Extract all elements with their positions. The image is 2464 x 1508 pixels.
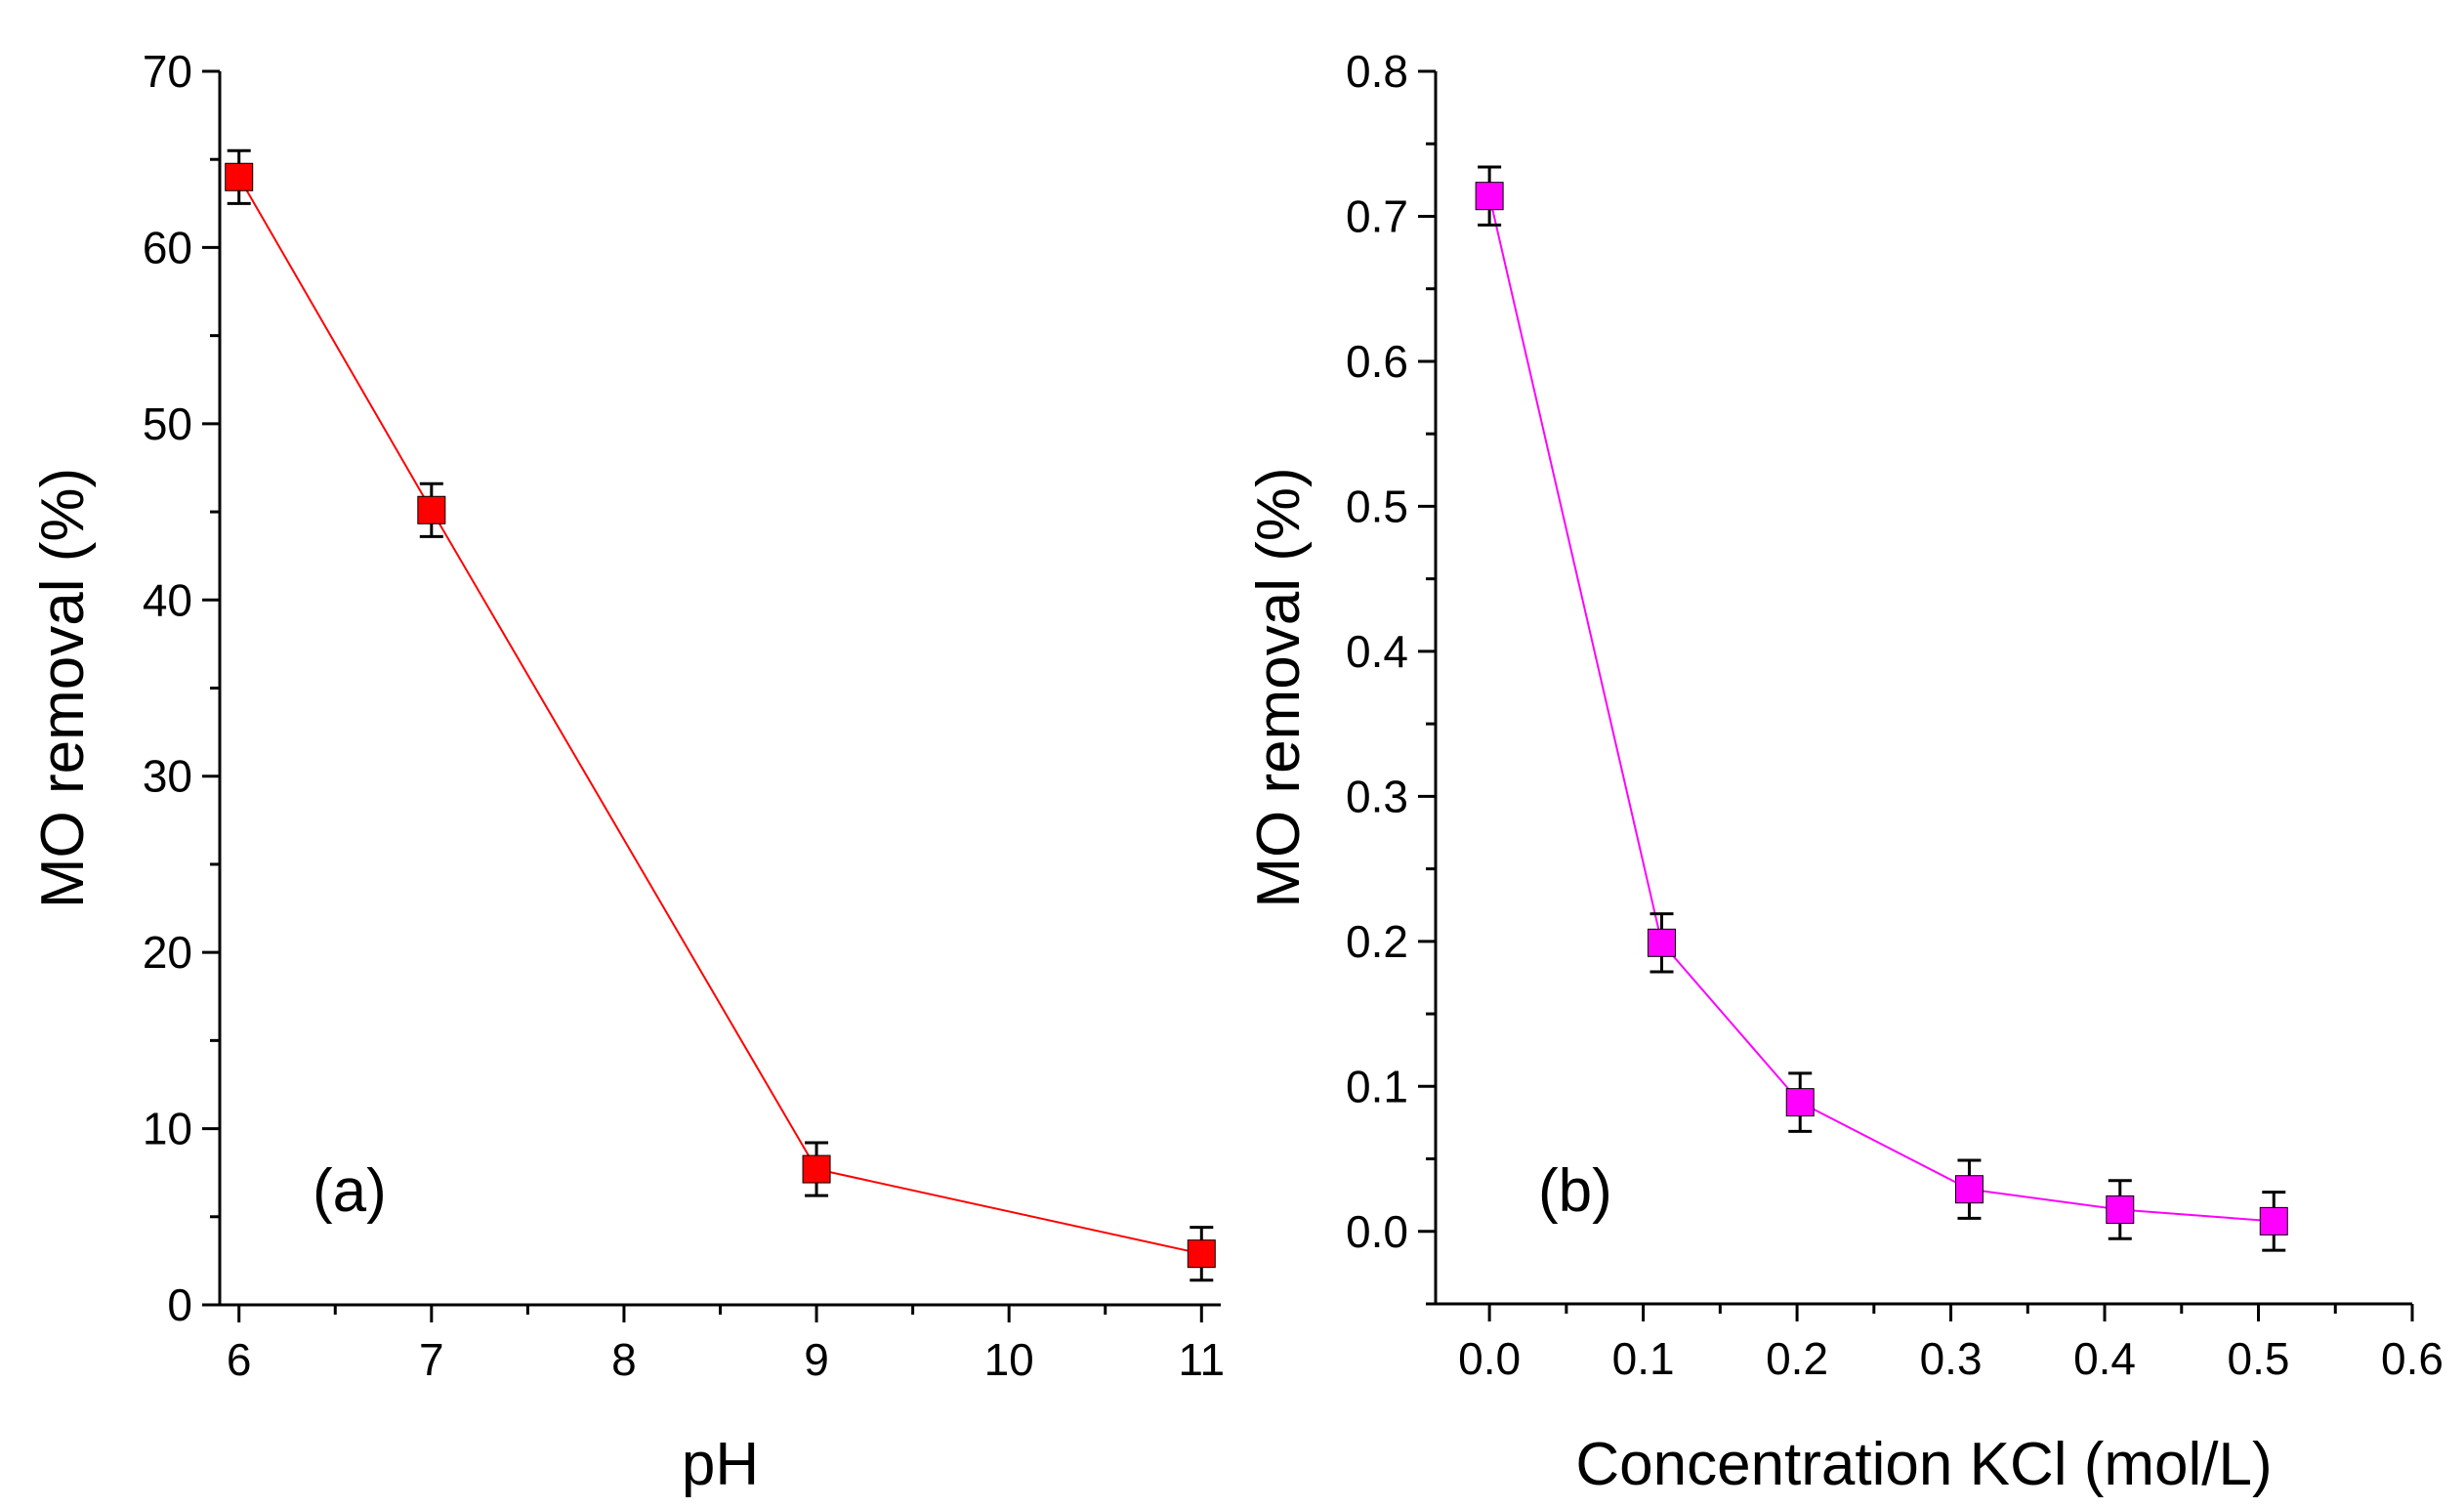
data-point [1187, 1239, 1216, 1269]
x-axis-title: pH [682, 1431, 759, 1498]
x-tick-label: 11 [1178, 1334, 1225, 1385]
x-tick-label: 0.5 [2228, 1333, 2290, 1384]
x-tick-label: 0.4 [2073, 1333, 2136, 1384]
y-tick-label: 0.3 [1346, 771, 1408, 821]
panel-label: (b) [1538, 1157, 1612, 1225]
y-tick-label: 0.4 [1346, 626, 1408, 677]
x-tick-label: 7 [419, 1334, 444, 1385]
data-point [2259, 1206, 2288, 1236]
y-tick-label: 40 [143, 574, 192, 625]
y-axis-title: MO removal (%) [1245, 467, 1313, 907]
x-axis-title: Concentration KCl (mol/L) [1575, 1431, 2272, 1498]
x-tick-label: 9 [804, 1334, 829, 1385]
y-tick-label: 0.5 [1346, 481, 1408, 531]
panel-label: (a) [313, 1157, 387, 1225]
panel-b-chart: 0.0 0.1 0.2 0.3 0.4 0.5 0.6 0.0 0.1 0.2 0.3 0.4 0.5 0… [1245, 46, 2443, 1498]
y-tick-label: 0.0 [1346, 1206, 1408, 1257]
data-point [1785, 1088, 1815, 1117]
y-tick-label: 20 [143, 927, 192, 978]
x-tick-label: 0.3 [1920, 1333, 1983, 1384]
y-tick-label: 60 [143, 222, 192, 272]
x-tick-label: 0.0 [1458, 1333, 1521, 1384]
y-tick-label: 0.8 [1346, 46, 1408, 97]
x-tick-label: 0.6 [2381, 1333, 2443, 1384]
x-tick-label: 10 [984, 1334, 1034, 1385]
y-tick-label: 0.2 [1346, 916, 1408, 967]
y-tick-label: 0.7 [1346, 190, 1408, 241]
y-tick-label: 50 [143, 398, 192, 449]
x-tick-label: 6 [227, 1334, 252, 1385]
x-tick-label: 0.1 [1612, 1333, 1675, 1384]
data-point [225, 162, 254, 191]
data-point [1647, 928, 1676, 957]
y-tick-label: 70 [143, 46, 192, 97]
y-tick-label: 30 [143, 751, 192, 802]
series-line [1488, 195, 2275, 1223]
y-tick-label: 0 [167, 1279, 192, 1330]
data-point [802, 1154, 831, 1184]
series-line [237, 176, 1202, 1255]
panel-a-chart: 6 7 8 9 10 11 0 10 20 30 40 50 60 70 pH MO removal (%) (… [29, 46, 1225, 1498]
x-tick-label: 8 [611, 1334, 637, 1385]
y-axis-title: MO removal (%) [29, 468, 97, 908]
data-point [1475, 182, 1504, 211]
data-point [2106, 1194, 2135, 1224]
y-tick-label: 10 [143, 1104, 192, 1154]
y-tick-label: 0.6 [1346, 336, 1408, 387]
data-point [1954, 1175, 1984, 1204]
y-tick-label: 0.1 [1346, 1061, 1408, 1111]
x-tick-label: 0.2 [1766, 1333, 1828, 1384]
data-point [417, 495, 446, 524]
